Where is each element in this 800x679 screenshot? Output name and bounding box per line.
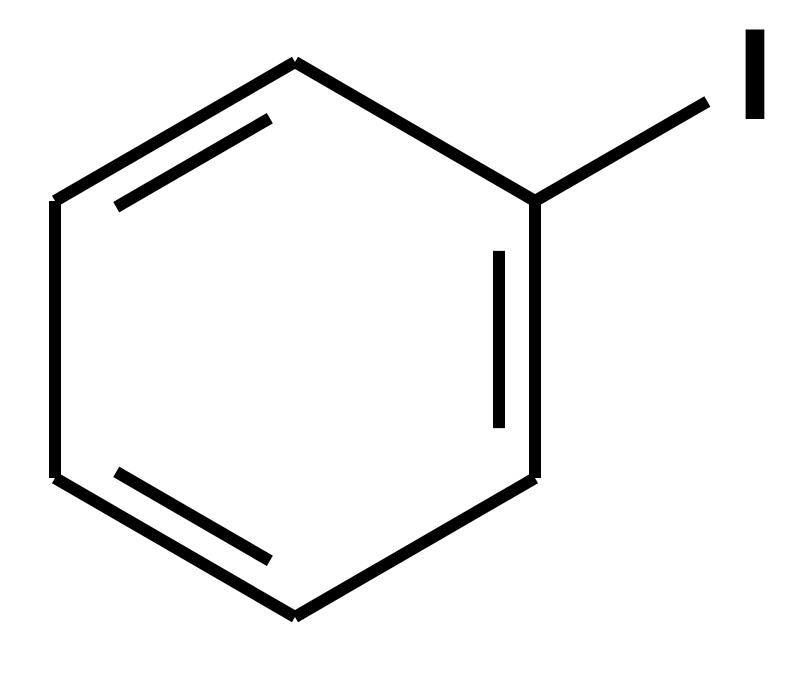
bond-C5-C6-inner <box>116 118 270 207</box>
bond-C5-C6 <box>55 62 295 201</box>
atom-label-I: I <box>737 1 773 147</box>
molecule-diagram: I <box>0 0 800 679</box>
bond-C3-C4 <box>55 478 295 617</box>
bond-C1-I <box>535 101 707 201</box>
bond-C2-C3 <box>295 478 535 617</box>
bond-C3-C4-inner <box>116 472 270 561</box>
bond-C6-C1 <box>295 62 535 201</box>
